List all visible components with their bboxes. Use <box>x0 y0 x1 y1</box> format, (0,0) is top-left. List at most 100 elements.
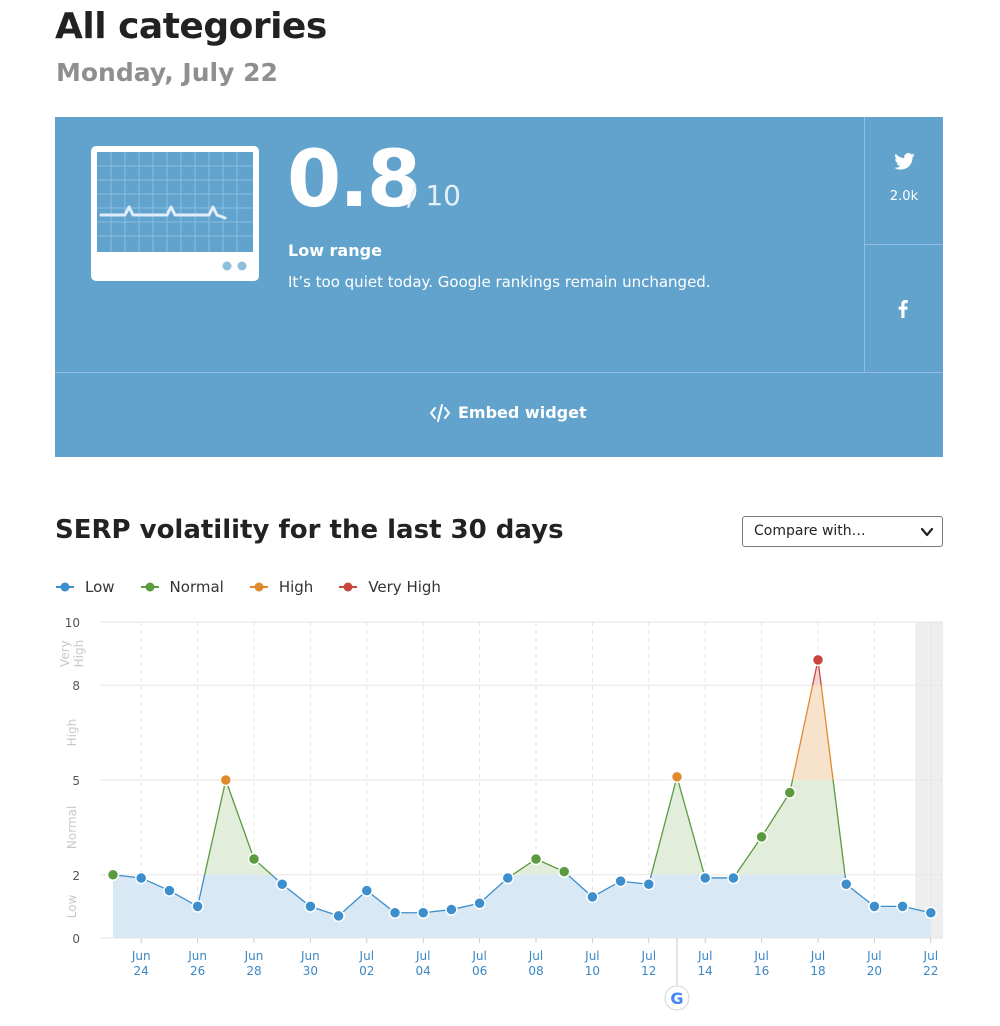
panel-divider-vertical <box>864 117 865 372</box>
x-tick-label-month: Jul <box>584 949 599 963</box>
twitter-share-count: 2.0k <box>889 189 919 204</box>
volatility-panel: 0.8 / 10 Low range It’s too quiet today.… <box>55 117 943 457</box>
data-point <box>783 786 797 799</box>
y-tick-label: 10 <box>65 616 80 630</box>
data-point <box>698 871 712 885</box>
x-tick-label-day: 14 <box>698 964 713 978</box>
compare-with-select[interactable]: Compare with… <box>742 516 943 547</box>
x-tick-label-day: 12 <box>641 964 656 978</box>
x-tick-label-month: Jun <box>300 949 320 963</box>
x-tick-label-month: Jul <box>528 949 543 963</box>
legend-label: Normal <box>169 578 224 596</box>
data-point <box>557 865 571 878</box>
x-tick-label-month: Jul <box>923 949 938 963</box>
range-description: It’s too quiet today. Google rankings re… <box>288 273 711 291</box>
y-tick-label: 5 <box>72 774 80 788</box>
social-divider <box>865 244 943 245</box>
data-point <box>755 830 768 844</box>
legend-item-normal[interactable]: Normal <box>140 578 224 596</box>
serp-volatility-chart: 025810LowNormalHighVeryHighGJun24Jun26Ju… <box>58 616 943 1011</box>
volatility-area-band <box>812 659 822 686</box>
facebook-share-button[interactable] <box>865 245 943 372</box>
data-point <box>586 890 599 904</box>
data-point <box>191 900 204 913</box>
chart-legend: Low Normal High Very High <box>55 578 466 596</box>
data-point <box>219 773 233 787</box>
x-tick-label-day: 24 <box>134 964 149 978</box>
legend-item-low[interactable]: Low <box>55 578 115 596</box>
legend-marker <box>249 582 268 592</box>
data-point <box>106 868 120 882</box>
data-point <box>642 878 656 891</box>
legend-item-high[interactable]: High <box>249 578 313 596</box>
x-tick-label-day: 26 <box>190 964 205 978</box>
x-tick-label-day: 06 <box>472 964 487 978</box>
data-point <box>868 900 881 913</box>
volatility-score: 0.8 <box>287 135 421 225</box>
y-band-label: VeryHigh <box>58 640 86 668</box>
data-point <box>275 878 289 891</box>
twitter-share-button[interactable]: 2.0k <box>865 117 943 244</box>
y-tick-label: 0 <box>72 932 80 946</box>
volatility-line-band <box>225 685 834 780</box>
legend-label: Very High <box>368 578 441 596</box>
data-point <box>360 884 374 897</box>
data-point <box>529 852 543 866</box>
x-tick-label-day: 08 <box>528 964 543 978</box>
data-point <box>896 900 909 913</box>
x-tick-label-month: Jul <box>415 949 430 963</box>
panel-main: 0.8 / 10 Low range It’s too quiet today.… <box>55 117 864 372</box>
data-point <box>614 874 627 888</box>
google-icon: G <box>670 989 683 1008</box>
volatility-area-band <box>113 874 931 938</box>
data-point <box>163 884 176 897</box>
panel-divider-horizontal <box>55 372 943 373</box>
data-point <box>304 900 317 913</box>
data-point <box>670 770 684 784</box>
x-tick-label-month: Jul <box>753 949 768 963</box>
x-tick-label-day: 02 <box>359 964 374 978</box>
twitter-bird-icon <box>894 153 915 170</box>
data-point <box>247 852 261 866</box>
legend-marker <box>56 582 74 592</box>
volatility-score-max: / 10 <box>407 179 461 212</box>
data-point <box>332 909 345 923</box>
x-tick-label-month: Jun <box>244 949 264 963</box>
data-point <box>445 903 458 916</box>
page-date: Monday, July 22 <box>56 58 278 87</box>
embed-widget-label: Embed widget <box>458 403 587 422</box>
y-tick-label: 2 <box>72 869 80 883</box>
range-label: Low range <box>288 241 382 260</box>
google-update-badge <box>664 985 690 1011</box>
volatility-line-band <box>112 780 846 875</box>
x-tick-label-month: Jul <box>810 949 825 963</box>
embed-widget-content: Embed widget <box>430 403 587 422</box>
code-icon <box>430 403 450 422</box>
y-band-label: High <box>65 719 79 747</box>
data-point <box>501 871 515 885</box>
legend-marker <box>140 582 159 592</box>
x-tick-label-month: Jul <box>866 949 881 963</box>
x-tick-label-day: 20 <box>867 964 882 978</box>
data-point <box>924 906 938 919</box>
x-tick-label-month: Jun <box>131 949 151 963</box>
x-tick-label-month: Jul <box>697 949 712 963</box>
x-tick-label-day: 18 <box>810 964 825 978</box>
x-tick-label-month: Jul <box>471 949 486 963</box>
chevron-down-icon <box>920 527 934 537</box>
x-tick-label-month: Jun <box>187 949 207 963</box>
compare-with-label: Compare with… <box>754 523 866 539</box>
x-tick-label-day: 10 <box>585 964 600 978</box>
x-tick-label-month: Jul <box>359 949 374 963</box>
legend-label: High <box>278 578 314 596</box>
x-tick-label-month: Jul <box>641 949 656 963</box>
data-point <box>388 906 402 919</box>
volatility-area-band <box>113 780 846 875</box>
legend-item-very-high[interactable]: Very High <box>338 578 441 596</box>
data-point <box>811 653 825 667</box>
y-band-label: Low <box>65 894 79 918</box>
embed-widget-button[interactable]: Embed widget <box>55 373 943 457</box>
data-point <box>134 871 148 885</box>
data-point <box>473 896 486 910</box>
data-point <box>416 906 430 919</box>
